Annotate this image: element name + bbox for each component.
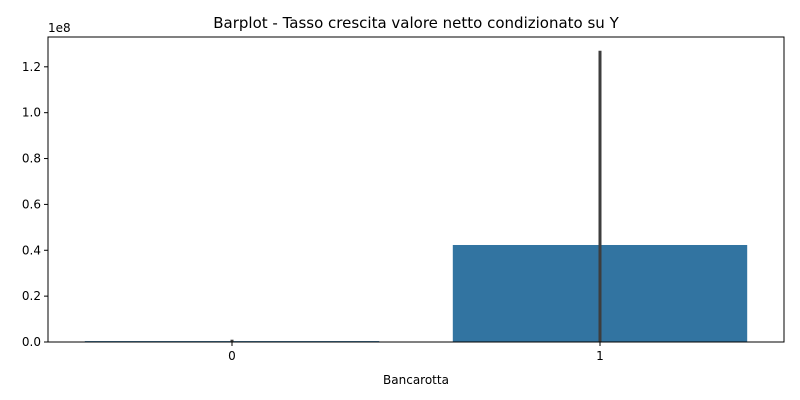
y-offset-label: 1e8 <box>48 21 71 35</box>
x-tick-label: 1 <box>596 349 604 363</box>
y-tick-label: 0.6 <box>22 197 41 211</box>
y-tick-label: 0.2 <box>22 289 41 303</box>
y-tick-label: 0.0 <box>22 335 41 349</box>
y-tick-label: 1.2 <box>22 60 41 74</box>
chart-title: Barplot - Tasso crescita valore netto co… <box>213 14 619 32</box>
x-tick-label: 0 <box>228 349 236 363</box>
y-tick-label: 0.8 <box>22 152 41 166</box>
y-tick-label: 0.4 <box>22 243 41 257</box>
x-axis-label: Bancarotta <box>383 373 449 387</box>
y-tick-label: 1.0 <box>22 106 41 120</box>
plot-frame <box>47 36 785 343</box>
